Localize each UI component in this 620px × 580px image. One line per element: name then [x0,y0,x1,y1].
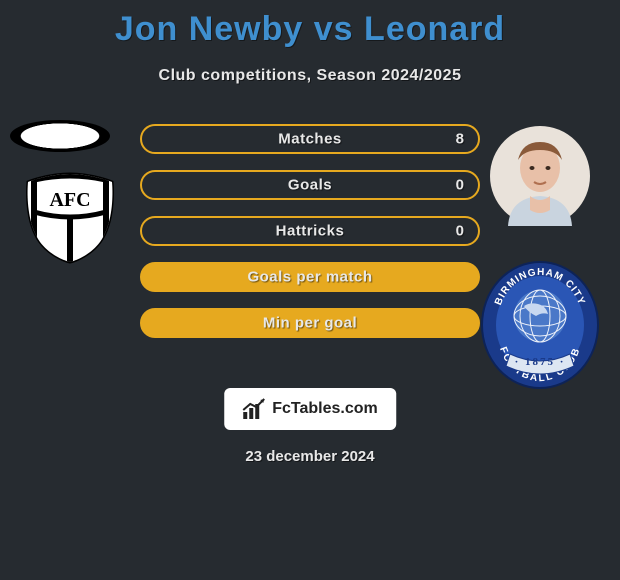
stat-row-goals-per-match: Goals per match [140,262,480,292]
club-left-badge: AFC [20,172,120,264]
subtitle: Club competitions, Season 2024/2025 [0,67,620,85]
stat-value-right: 8 [456,131,464,148]
watermark-text: FcTables.com [272,400,378,418]
page-title: Jon Newby vs Leonard [0,0,620,49]
stat-row-matches: Matches 8 [140,124,480,154]
svg-text:· 1875 ·: · 1875 · [515,356,566,368]
stat-value-right: 0 [456,177,464,194]
stat-row-hattricks: Hattricks 0 [140,216,480,246]
stats-panel: Matches 8 Goals 0 Hattricks 0 Goals per … [140,124,480,354]
watermark: FcTables.com [224,388,396,430]
stat-row-goals: Goals 0 [140,170,480,200]
stat-label: Min per goal [142,315,478,332]
title-left-player: Jon Newby [115,10,303,48]
club-right-badge: BIRMINGHAM CITY FOOTBALL CLUB · 1875 · [480,260,600,390]
svg-text:AFC: AFC [49,189,90,211]
stat-value-right: 0 [456,223,464,240]
title-right-player: Leonard [364,10,505,48]
stat-label: Matches [142,131,478,148]
player-right-photo [490,126,590,226]
stat-label: Goals per match [142,269,478,286]
date: 23 december 2024 [0,448,620,465]
stat-label: Goals [142,177,478,194]
stat-row-min-per-goal: Min per goal [140,308,480,338]
player-left-photo [10,120,110,152]
title-vs: vs [314,10,354,48]
chart-icon [242,398,266,420]
stat-label: Hattricks [142,223,478,240]
